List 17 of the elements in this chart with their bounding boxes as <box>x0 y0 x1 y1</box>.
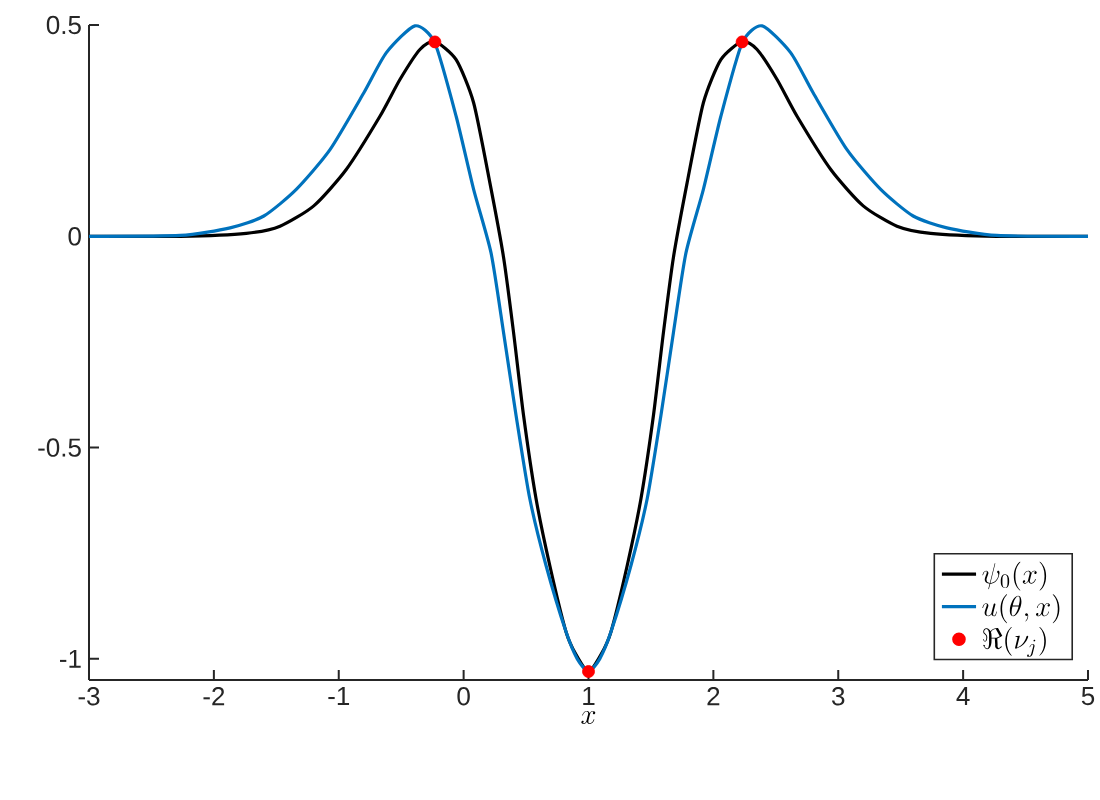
legend-label: $\psi_0(x)$ <box>982 561 1047 591</box>
x-axis-title: $x$ <box>581 710 596 724</box>
legend-label: $u(\theta,x)$ <box>982 594 1060 624</box>
x-tick-label: 0 <box>457 687 470 706</box>
x-tick-label: 2 <box>707 687 720 706</box>
y-tick-label: -1 <box>59 649 81 668</box>
x-tick-label: 1 <box>583 687 595 705</box>
y-tick-label: 0.5 <box>46 15 81 35</box>
x-tick-label: 3 <box>832 687 845 706</box>
x-tick-label: 5 <box>1081 687 1095 706</box>
legend-label: $\Re(\nu_j)$ <box>982 626 1046 657</box>
x-tick-label: -3 <box>78 687 100 706</box>
y-tick-label: 0 <box>68 227 81 246</box>
x-tick-label: 4 <box>956 687 970 705</box>
y-tick-label: -0.5 <box>38 438 81 457</box>
x-tick-label: -1 <box>328 687 350 705</box>
x-tick-label: -2 <box>203 687 225 706</box>
